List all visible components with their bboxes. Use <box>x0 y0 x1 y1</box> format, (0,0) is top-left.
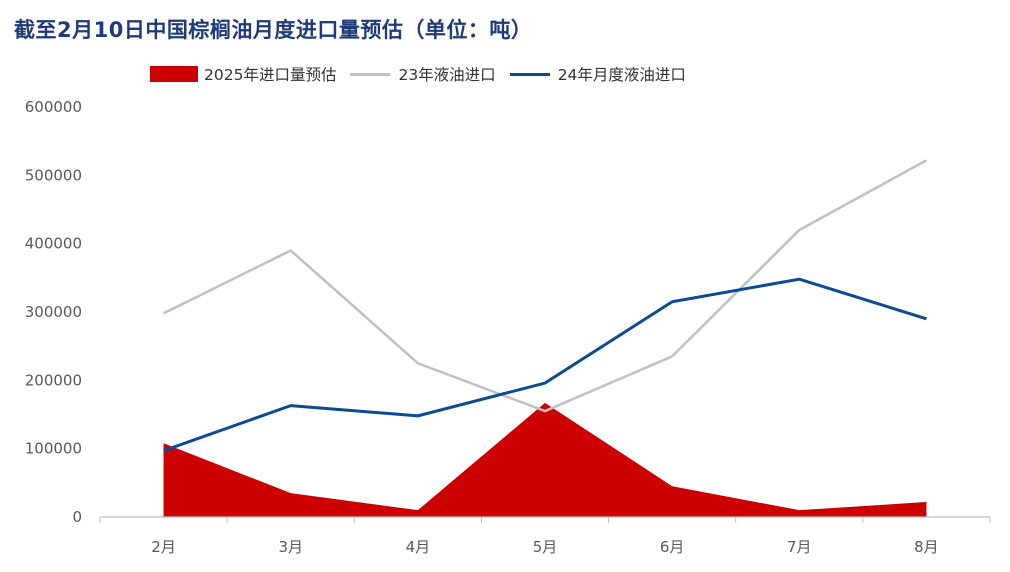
area-series-2025 <box>163 402 927 517</box>
x-tick-label: 4月 <box>406 538 431 556</box>
line-series-24 <box>163 277 927 453</box>
x-tick-label: 3月 <box>278 538 303 556</box>
legend-label-23: 23年液油进口 <box>398 66 496 84</box>
x-tick-label: 7月 <box>787 538 812 556</box>
x-tick-label: 5月 <box>533 538 558 556</box>
y-tick-label: 400000 <box>25 235 82 253</box>
legend-label-24: 24年月度液油进口 <box>557 66 686 84</box>
y-tick-label: 600000 <box>25 98 82 116</box>
legend-item-2025: 2025年进口量预估 <box>150 63 336 85</box>
legend-label-2025: 2025年进口量预估 <box>204 66 337 84</box>
legend-swatch-area <box>150 66 198 82</box>
y-tick-label: 500000 <box>25 166 82 184</box>
legend-item-24: 24年月度液油进口 <box>509 63 686 85</box>
legend-swatch-line-blue <box>509 72 550 76</box>
legend-item-23: 23年液油进口 <box>350 63 496 85</box>
x-tick-label: 6月 <box>660 538 685 556</box>
x-tick-label: 2月 <box>151 538 176 556</box>
y-tick-label: 200000 <box>25 371 82 389</box>
y-tick-label: 0 <box>72 508 82 526</box>
legend: 2025年进口量预估 23年液油进口 24年月度液油进口 <box>150 63 700 85</box>
line-series-23 <box>163 159 928 413</box>
chart-title: 截至2月10日中国棕榈油月度进口量预估（单位：吨） <box>14 18 533 42</box>
y-tick-label: 100000 <box>25 440 82 458</box>
y-tick-label: 300000 <box>25 303 82 321</box>
legend-swatch-line-gray <box>350 72 391 76</box>
x-tick-label: 8月 <box>914 538 939 556</box>
